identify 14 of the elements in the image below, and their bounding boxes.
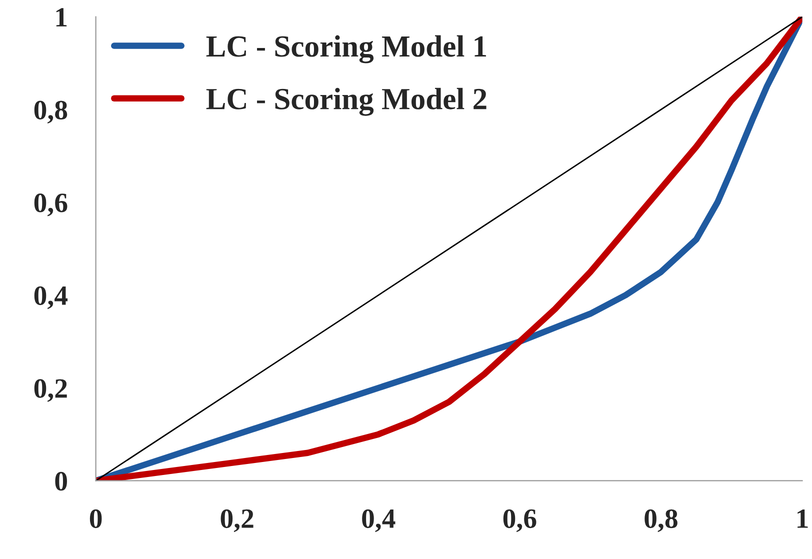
legend-label: LC - Scoring Model 2	[206, 88, 486, 116]
x-tick-label: 0	[90, 509, 102, 528]
x-tick-label: 0,6	[503, 509, 536, 532]
legend-label: LC - Scoring Model 1	[206, 35, 486, 64]
y-tick-label: 0	[55, 472, 67, 491]
x-tick-label: 0,2	[220, 509, 254, 532]
x-tick-label: 0,8	[644, 509, 678, 532]
y-tick-label: 1	[56, 8, 67, 26]
x-tick-label: 1	[798, 509, 808, 528]
y-tick-label: 0,6	[34, 194, 68, 216]
x-tick-label: 0,4	[362, 509, 396, 532]
y-tick-label: 0,2	[34, 379, 67, 402]
y-tick-label: 0,4	[34, 286, 68, 310]
y-tick-label: 0,8	[34, 100, 68, 124]
